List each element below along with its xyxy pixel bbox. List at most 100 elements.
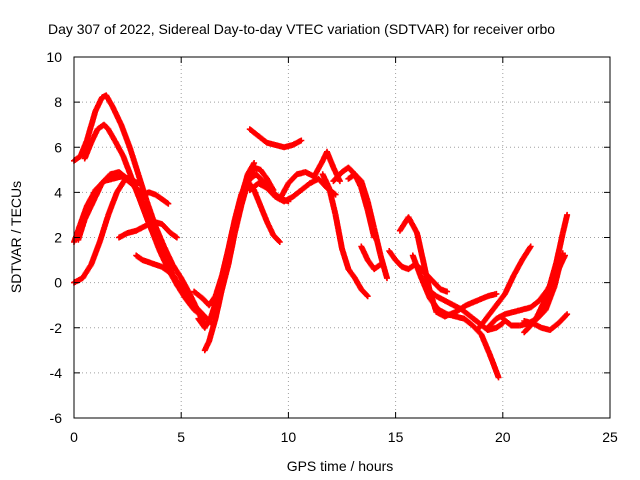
data-point — [332, 211, 345, 251]
y-tick-label: -6 — [50, 410, 63, 426]
data-point — [469, 322, 484, 337]
data-point — [519, 244, 533, 264]
y-tick-label: 4 — [54, 184, 62, 200]
x-axis-label: GPS time / hours — [287, 458, 394, 474]
y-tick-label: -2 — [50, 320, 63, 336]
series-arc-f — [116, 218, 180, 241]
data-point — [547, 321, 561, 333]
data-point — [90, 181, 105, 205]
data-point — [386, 248, 398, 262]
data-point — [553, 231, 566, 266]
x-tick-label: 5 — [177, 429, 185, 445]
data-point — [92, 96, 105, 115]
data-point — [244, 165, 257, 187]
data-point — [257, 202, 270, 224]
data-point — [264, 218, 276, 237]
series-arc-l — [212, 164, 277, 313]
data-point — [493, 290, 500, 297]
data-point — [555, 312, 570, 327]
series-arc-d — [71, 175, 206, 320]
data-point — [510, 258, 525, 279]
data-point — [158, 221, 173, 235]
series-arc-h — [139, 189, 172, 207]
data-point — [547, 260, 559, 288]
data-point — [148, 225, 163, 253]
data-point — [264, 184, 278, 199]
data-point — [161, 243, 175, 267]
chart-title: Day 307 of 2022, Sidereal Day-to-day VTE… — [48, 21, 555, 37]
data-point — [101, 121, 111, 132]
data-point — [173, 234, 180, 241]
axis-ticks: 0 5 10 15 20 25 -6 -4 -2 0 2 4 6 8 10 — [46, 49, 618, 445]
data-point — [251, 187, 263, 208]
data-point — [79, 262, 94, 282]
data-point — [444, 288, 451, 295]
data-point — [358, 178, 371, 203]
data-point — [551, 251, 566, 291]
data-point — [478, 331, 493, 357]
x-tick-label: 15 — [388, 429, 404, 445]
x-tick-label: 10 — [281, 429, 297, 445]
data-point — [559, 213, 570, 236]
data-point — [135, 180, 142, 187]
data-point — [484, 303, 499, 320]
data-point — [540, 283, 553, 306]
data-point — [461, 315, 475, 328]
y-tick-label: 6 — [54, 139, 62, 155]
data-point — [276, 181, 291, 203]
data-point — [111, 137, 126, 158]
series-arc-p — [319, 171, 371, 300]
data-point — [339, 245, 351, 271]
data-point — [495, 374, 502, 381]
data-point — [534, 301, 546, 320]
data-point — [83, 109, 98, 144]
data-point — [270, 232, 282, 244]
data-point — [364, 293, 371, 300]
data-point — [88, 240, 103, 268]
y-tick-label: 2 — [54, 230, 62, 246]
x-tick-label: 25 — [602, 429, 618, 445]
data-point — [499, 315, 514, 328]
data-point — [486, 351, 501, 380]
data-point — [414, 230, 427, 264]
series-arc-m — [246, 126, 305, 151]
data-point — [501, 274, 516, 297]
data-point — [424, 286, 439, 299]
data-point — [467, 313, 482, 326]
data-point — [358, 243, 371, 262]
data-point — [351, 171, 364, 184]
x-tick-label: 20 — [495, 429, 511, 445]
data-point — [405, 214, 420, 235]
data-point — [124, 175, 139, 190]
data-point — [118, 121, 133, 149]
series-arc-v — [409, 252, 502, 381]
data-point — [165, 268, 177, 281]
data-point — [289, 188, 304, 200]
data-point — [191, 306, 205, 319]
data-point — [231, 204, 244, 236]
data-point — [81, 199, 96, 223]
data-point — [371, 225, 384, 258]
data-point — [459, 306, 473, 319]
data-point — [83, 188, 98, 209]
data-point — [109, 103, 124, 127]
data-point — [152, 223, 167, 249]
data-point — [298, 181, 312, 194]
data-point — [311, 159, 325, 180]
series-arc-e — [75, 169, 148, 243]
data-point — [564, 311, 571, 318]
data-point — [81, 141, 94, 162]
data-point — [165, 200, 172, 207]
data-point — [225, 231, 238, 268]
data-point — [377, 261, 384, 268]
series-arc-x — [476, 243, 534, 331]
data-point — [476, 314, 490, 331]
series-arc-ab — [521, 311, 571, 333]
data-point — [319, 171, 332, 190]
y-tick-label: 0 — [54, 275, 62, 291]
data-point — [120, 153, 135, 181]
y-axis-label: SDTVAR / TECUs — [8, 181, 24, 293]
data-point — [96, 213, 111, 245]
data-point — [364, 198, 377, 230]
